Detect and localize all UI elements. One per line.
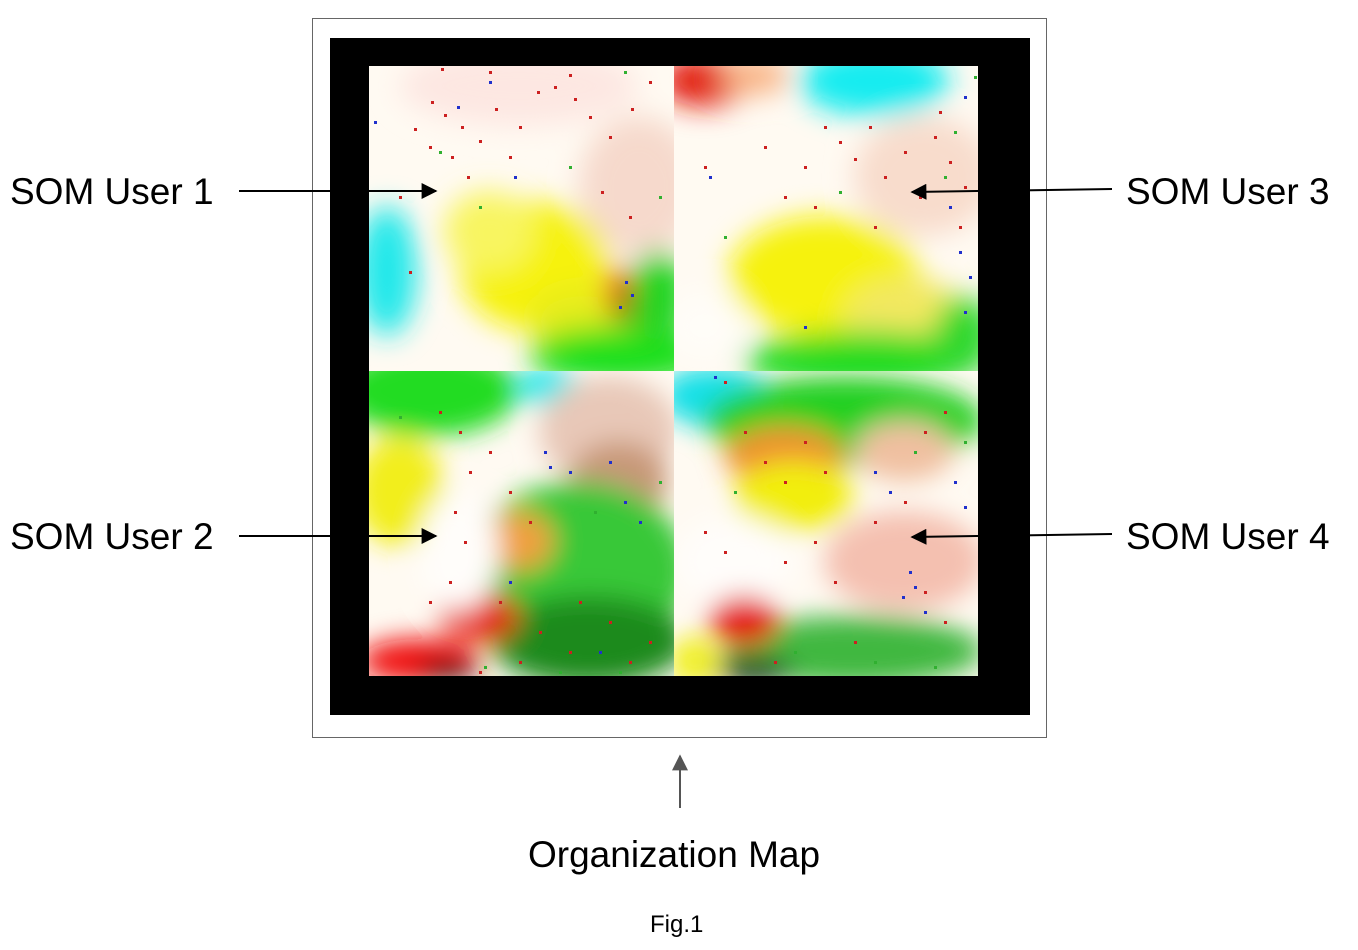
label-som-user-3: SOM User 3	[1126, 171, 1330, 212]
organization-map	[369, 66, 978, 676]
label-som-user-2: SOM User 2	[10, 516, 214, 557]
arrow-user-4	[910, 528, 1113, 545]
som-user-2-map	[369, 371, 674, 676]
label-som-user-1: SOM User 1	[10, 171, 214, 212]
organization-map-caption: Organization Map	[528, 834, 821, 875]
som-user-3-map	[674, 66, 978, 371]
figure-label: Fig.1	[650, 911, 704, 938]
label-som-user-4: SOM User 4	[1126, 516, 1330, 557]
arrow-user-3	[910, 183, 1113, 200]
som-user-4-map	[674, 371, 978, 676]
som-user-1-map	[369, 66, 674, 371]
